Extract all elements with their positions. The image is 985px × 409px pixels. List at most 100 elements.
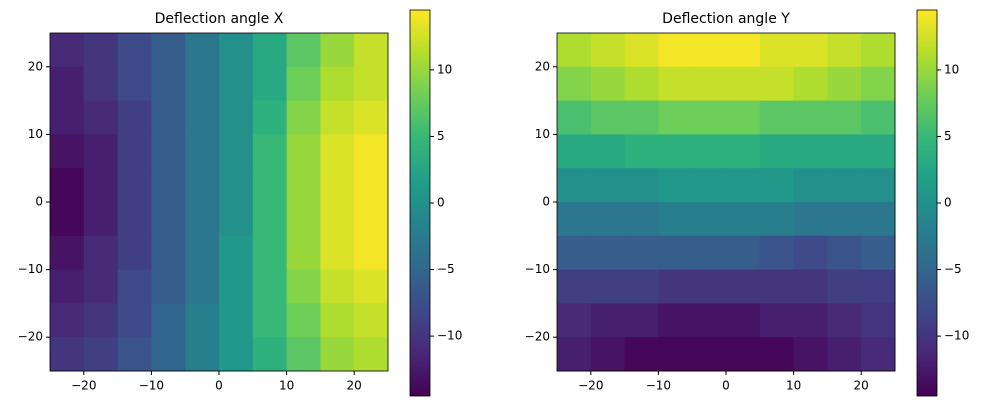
heat-cell (185, 134, 220, 169)
heat-cell (320, 33, 355, 68)
y-tick-label: 20 (535, 59, 550, 73)
heat-cell (759, 303, 795, 338)
heat-cell (827, 168, 862, 203)
y-tick-label: 0 (542, 195, 550, 209)
heat-cell (827, 66, 862, 102)
heat-cell (827, 100, 862, 135)
heat-cell (320, 134, 355, 169)
heat-cell (286, 66, 321, 102)
heat-cell (354, 134, 389, 169)
heat-cell (726, 168, 761, 203)
colorbar-tick-label: −10 (437, 329, 462, 343)
y-tick-label: −20 (525, 330, 550, 344)
heat-cell (50, 100, 85, 135)
heat-cell (827, 269, 862, 304)
heat-cell (219, 269, 254, 304)
heat-cell (320, 100, 355, 135)
heat-cell (117, 269, 152, 304)
heat-cell (658, 134, 693, 169)
heat-cell (354, 269, 389, 304)
heat-cell (861, 100, 896, 135)
heat-cell (793, 202, 828, 237)
heat-cell (83, 303, 119, 338)
heat-cell (726, 202, 761, 237)
heat-cell (692, 303, 727, 338)
heat-cell (726, 134, 761, 169)
heat-cell (759, 235, 795, 271)
heat-cell (286, 202, 321, 237)
colorbar-tick-label: 10 (437, 62, 452, 76)
heat-cell (557, 134, 592, 169)
heat-cell (827, 202, 862, 237)
heat-cell (151, 33, 186, 68)
heat-cell (117, 100, 152, 135)
heat-cell (557, 202, 592, 237)
heat-cell (624, 337, 659, 372)
heat-cell (861, 134, 896, 169)
heat-cell (354, 33, 389, 68)
heat-cell (320, 269, 355, 304)
x-tick-label: −20 (71, 379, 96, 393)
heat-cell (590, 202, 626, 237)
heat-cell (557, 303, 592, 338)
heat-cell (624, 134, 659, 169)
heat-cell (557, 269, 592, 304)
heat-cell (252, 168, 288, 203)
heat-cell (185, 303, 220, 338)
heat-cell (354, 168, 389, 203)
heat-cell (219, 337, 254, 372)
heat-cell (861, 337, 896, 372)
heat-cell (590, 337, 626, 372)
heat-cell (692, 100, 727, 135)
heat-cell (252, 134, 288, 169)
heat-cell (50, 134, 85, 169)
colorbar-tick-label: 0 (437, 196, 445, 210)
heat-cell (252, 337, 288, 372)
heat-cell (827, 134, 862, 169)
heat-cell (793, 100, 828, 135)
heat-cell (185, 168, 220, 203)
heat-cell (83, 337, 119, 372)
heat-cell (286, 337, 321, 372)
heat-cell (692, 134, 727, 169)
heat-cell (320, 168, 355, 203)
heat-cell (354, 303, 389, 338)
heat-cell (658, 269, 693, 304)
heat-cell (793, 66, 828, 102)
heat-cell (590, 269, 626, 304)
heat-cell (793, 269, 828, 304)
x-tick-label: −10 (139, 379, 164, 393)
y-tick-label: 10 (535, 127, 550, 141)
colorbar-tick-label: 5 (437, 129, 445, 143)
heat-cell (219, 235, 254, 271)
heat-cell (286, 303, 321, 338)
heat-cell (252, 269, 288, 304)
heat-cell (185, 202, 220, 237)
heat-cell (83, 202, 119, 237)
heat-cell (692, 235, 727, 271)
colorbar-tick-label: −5 (437, 262, 455, 276)
heat-cell (50, 337, 85, 372)
heat-cell (50, 66, 85, 102)
heat-cell (759, 202, 795, 237)
heat-cell (827, 337, 862, 372)
heat-cell (252, 33, 288, 68)
heat-cell (759, 168, 795, 203)
heat-cell (50, 202, 85, 237)
heat-cell (354, 100, 389, 135)
heat-cell (117, 168, 152, 203)
heat-cell (117, 202, 152, 237)
heat-cell (117, 337, 152, 372)
heat-cell (658, 303, 693, 338)
heat-cell (219, 134, 254, 169)
heat-cell (354, 337, 389, 372)
heat-cell (624, 168, 659, 203)
y-tick-label: −10 (525, 262, 550, 276)
heat-cell (252, 303, 288, 338)
heat-cell (759, 33, 795, 68)
heat-cell (286, 235, 321, 271)
heat-cell (624, 303, 659, 338)
heat-cell (151, 100, 186, 135)
heat-cell (252, 66, 288, 102)
